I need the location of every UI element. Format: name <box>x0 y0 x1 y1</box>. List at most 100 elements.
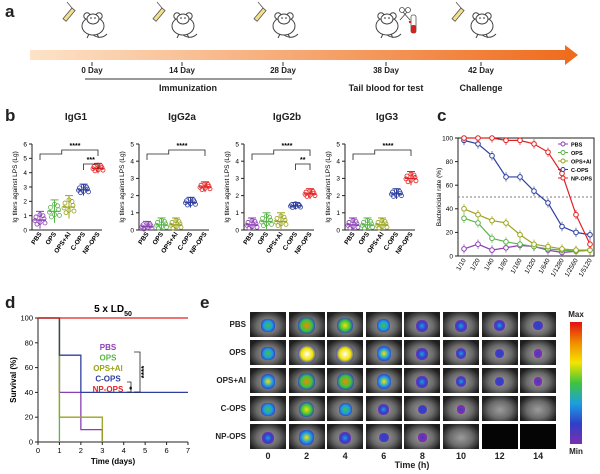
survival-title-sub: 50 <box>124 311 132 318</box>
data-point <box>61 205 67 211</box>
y-tick-label: 0 <box>449 253 453 260</box>
y-tick-label: 6 <box>23 141 27 148</box>
data-point <box>49 214 54 220</box>
data-point <box>573 229 579 236</box>
data-point <box>259 219 264 225</box>
y-tick-label: 100 <box>20 314 33 323</box>
data-point <box>90 166 96 172</box>
y-tick-label: 3 <box>336 176 340 183</box>
y-tick-label: 4 <box>23 170 27 177</box>
phase-tail-blood: Tail blood for test <box>348 83 424 93</box>
data-point <box>461 135 467 141</box>
data-point <box>389 191 394 197</box>
legend-label: OPS+Al <box>571 159 592 165</box>
imaging-cell <box>327 368 364 393</box>
data-point <box>503 239 509 245</box>
legend-marker <box>560 158 566 164</box>
data-point <box>81 183 86 189</box>
y-tick-label: 3 <box>235 176 239 183</box>
data-point <box>176 219 182 224</box>
category-label: OPS <box>358 231 372 247</box>
data-point <box>517 231 523 238</box>
data-point <box>48 204 53 210</box>
data-point <box>394 188 399 194</box>
data-point <box>183 200 188 206</box>
imaging-cell <box>520 312 557 337</box>
significance-label: **** <box>70 143 81 150</box>
fluorescence-spot <box>376 374 391 389</box>
mouse-icon <box>470 12 497 39</box>
data-point <box>503 137 509 144</box>
fluorescence-spot <box>378 432 389 443</box>
series-line <box>463 217 591 252</box>
data-point <box>86 189 91 195</box>
data-point <box>310 188 316 194</box>
y-tick-label: 40 <box>25 388 33 397</box>
data-point <box>254 224 260 230</box>
data-point <box>298 204 303 210</box>
y-axis-label: Ig titers against LPS (Lg) <box>119 151 126 223</box>
x-tick-label: 1 <box>57 446 61 455</box>
igg2a-title: IgG2a <box>168 112 196 123</box>
data-point <box>355 224 361 230</box>
fluorescence-spot <box>337 317 353 334</box>
fluorescence-spot <box>339 431 352 444</box>
x-tick-label: 1/20 <box>469 257 482 272</box>
data-point <box>71 208 77 214</box>
imaging-cell <box>481 312 518 337</box>
timeline-arrow <box>30 45 578 65</box>
data-point <box>261 223 266 229</box>
y-tick-label: 20 <box>446 230 454 237</box>
y-tick-label: 5 <box>336 141 340 148</box>
data-point <box>144 220 150 226</box>
x-tick-label: 5 <box>143 446 147 455</box>
y-tick-label: 2 <box>23 199 27 206</box>
fluorescence-spot <box>378 404 390 415</box>
time-tick-label: 2 <box>304 451 310 461</box>
igg2b-title: IgG2b <box>272 112 302 123</box>
y-tick-label: 2 <box>130 193 134 200</box>
imaging-cell <box>404 340 441 365</box>
data-point <box>489 152 495 159</box>
y-tick-label: 4 <box>235 159 239 166</box>
legend-label: NP-OPS <box>571 176 592 182</box>
category-label: PBS <box>137 231 151 247</box>
fluorescence-spot <box>261 318 275 333</box>
legend-label: OPS <box>571 151 583 157</box>
data-point <box>302 191 308 197</box>
y-tick-label: 20 <box>25 413 33 422</box>
x-tick-label: 1/5120 <box>578 257 594 278</box>
fluorescence-spot <box>336 373 354 390</box>
data-point <box>275 223 281 229</box>
data-point <box>144 225 150 231</box>
data-point <box>66 207 72 213</box>
data-point <box>365 218 370 223</box>
significance-label: **** <box>282 143 293 150</box>
fluorescence-spot <box>297 344 316 363</box>
phase-challenge: Challenge <box>459 83 503 93</box>
data-point <box>461 206 467 212</box>
data-point <box>273 219 279 225</box>
fluorescence-spot <box>416 347 429 360</box>
time-tick-label: 0 <box>265 451 271 461</box>
data-point <box>475 135 481 141</box>
category-label: OPS <box>45 231 59 247</box>
data-point <box>403 176 409 182</box>
y-tick-label: 80 <box>446 159 454 166</box>
data-point <box>32 218 38 223</box>
panel-label-a: a <box>5 2 15 21</box>
imaging-cell <box>443 312 479 337</box>
x-tick-label: 0 <box>36 446 40 455</box>
day-label-14: 14 Day <box>169 66 195 75</box>
significance-label: * <box>128 386 137 390</box>
fluorescence-spot <box>338 402 352 417</box>
imaging-cell <box>365 312 402 337</box>
imaging-cell <box>250 340 286 365</box>
data-point <box>34 221 40 227</box>
data-point <box>307 188 313 194</box>
data-point <box>66 197 72 203</box>
series-line <box>464 137 591 245</box>
legend-label: C-OPS <box>571 168 589 174</box>
significance-bracket <box>127 381 132 393</box>
